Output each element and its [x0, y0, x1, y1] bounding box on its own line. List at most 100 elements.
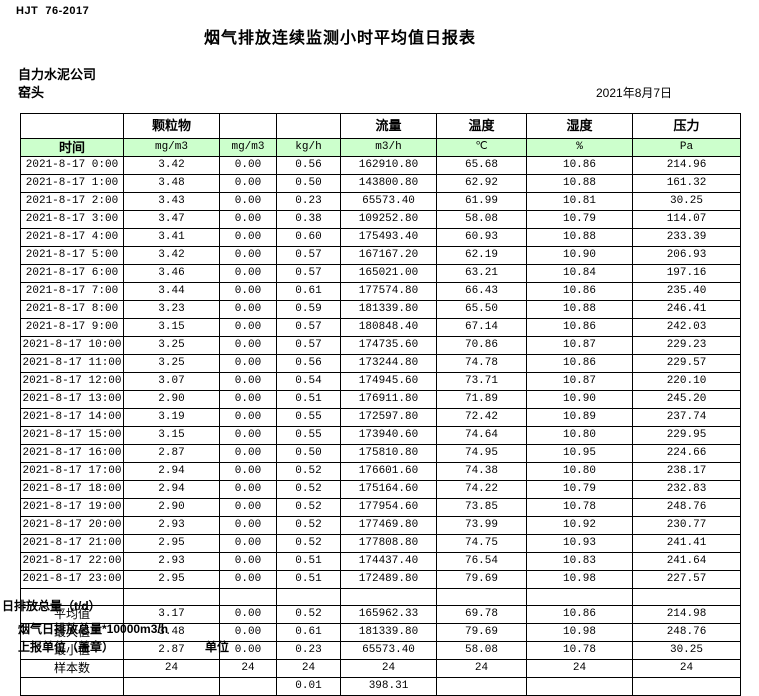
cell-value: 173244.80	[340, 354, 437, 373]
cell-value: 0.00	[219, 444, 277, 463]
header-unit-pm-concentration: mg/m3	[123, 138, 220, 157]
cell-empty	[219, 588, 277, 606]
cell-value: 161.32	[632, 174, 741, 193]
cell-value: 0.57	[276, 336, 341, 355]
cell-value: 58.08	[436, 210, 527, 229]
table-row: 2021-8-17 3:00 3.47 0.00 0.38 109252.80 58.08…	[20, 210, 741, 229]
cell-value: 162910.80	[340, 156, 437, 175]
cell-value: 232.83	[632, 480, 741, 499]
table-row: 2021-8-17 9:00 3.15 0.00 0.57 180848.40 67.14…	[20, 318, 741, 337]
cell-value: 0.51	[276, 552, 341, 571]
cell-timestamp: 2021-8-17 7:00	[20, 282, 124, 301]
cell-value: 0.52	[276, 480, 341, 499]
stack-name: 窑头	[18, 85, 45, 100]
table-row: 2021-8-17 22:00 2.93 0.00 0.51 174437.40 76.5…	[20, 552, 741, 571]
cell-value: 74.38	[436, 462, 527, 481]
cell-value: 0.57	[276, 318, 341, 337]
cell-timestamp: 2021-8-17 2:00	[20, 192, 124, 211]
cell-value: 10.93	[526, 534, 633, 553]
cell-value: 0.55	[276, 408, 341, 427]
cell-value: 0.00	[219, 300, 277, 319]
cell-value: 3.19	[123, 408, 220, 427]
cell-timestamp: 2021-8-17 4:00	[20, 228, 124, 247]
cell-value: 0.00	[219, 426, 277, 445]
cell-value: 10.89	[526, 408, 633, 427]
table-row: 2021-8-17 7:00 3.44 0.00 0.61 177574.80 66.43…	[20, 282, 741, 301]
cell-value: 174945.60	[340, 372, 437, 391]
cell-value: 2.95	[123, 534, 220, 553]
cell-value: 10.90	[526, 246, 633, 265]
cell-value: 10.80	[526, 462, 633, 481]
cell-value: 10.88	[526, 174, 633, 193]
cell-value: 214.96	[632, 156, 741, 175]
cell-value: 220.10	[632, 372, 741, 391]
cell-value: 79.69	[436, 570, 527, 589]
cell-value: 65573.40	[340, 192, 437, 211]
cell-timestamp: 2021-8-17 20:00	[20, 516, 124, 535]
daily-total-value: 398.31	[340, 677, 437, 696]
table-row: 2021-8-17 17:00 2.94 0.00 0.52 176601.60 74.3…	[20, 462, 741, 481]
cell-value: 242.03	[632, 318, 741, 337]
cell-empty	[123, 588, 220, 606]
cell-value: 0.00	[219, 264, 277, 283]
summary-row: 最小值 2.87 0.00 0.23 65573.40 58.08 10.78 30.25	[20, 641, 741, 660]
cell-value: 0.60	[276, 228, 341, 247]
cell-value: 10.86	[526, 282, 633, 301]
summary-value: 24	[123, 659, 220, 678]
summary-value: 0.52	[276, 605, 341, 624]
cell-value: 0.00	[219, 480, 277, 499]
cell-value: 62.92	[436, 174, 527, 193]
header-unit-pm-standard: mg/m3	[219, 138, 277, 157]
cell-timestamp: 2021-8-17 5:00	[20, 246, 124, 265]
cell-value: 10.86	[526, 156, 633, 175]
cell-empty	[632, 588, 741, 606]
summary-row: 最大值 3.48 0.00 0.61 181339.80 79.69 10.98 248.76	[20, 623, 741, 642]
cell-value: 0.00	[219, 534, 277, 553]
cell-value: 63.21	[436, 264, 527, 283]
cell-value: 0.00	[219, 462, 277, 481]
cell-value: 180848.40	[340, 318, 437, 337]
cell-value: 73.71	[436, 372, 527, 391]
daily-total-value	[436, 677, 527, 696]
table-row: 2021-8-17 19:00 2.90 0.00 0.52 177954.60 73.8…	[20, 498, 741, 517]
cell-value: 10.79	[526, 210, 633, 229]
cell-value: 165021.00	[340, 264, 437, 283]
cell-value: 10.84	[526, 264, 633, 283]
cell-value: 177469.80	[340, 516, 437, 535]
summary-value: 10.98	[526, 623, 633, 642]
table-body: 2021-8-17 0:00 3.42 0.00 0.56 162910.80 65.68…	[20, 156, 741, 696]
cell-value: 230.77	[632, 516, 741, 535]
cell-value: 3.46	[123, 264, 220, 283]
cell-value: 73.99	[436, 516, 527, 535]
cell-value: 174735.60	[340, 336, 437, 355]
cell-value: 0.00	[219, 390, 277, 409]
cell-value: 0.52	[276, 516, 341, 535]
cell-value: 10.83	[526, 552, 633, 571]
header-flow: 流量	[340, 113, 437, 139]
cell-value: 10.80	[526, 426, 633, 445]
cell-timestamp: 2021-8-17 17:00	[20, 462, 124, 481]
header-blank-3	[276, 113, 341, 139]
header-pressure: 压力	[632, 113, 741, 139]
daily-total-value	[219, 677, 277, 696]
summary-value: 65573.40	[340, 641, 437, 660]
cell-value: 66.43	[436, 282, 527, 301]
cell-value: 0.00	[219, 570, 277, 589]
cell-timestamp: 2021-8-17 3:00	[20, 210, 124, 229]
table-row: 2021-8-17 20:00 2.93 0.00 0.52 177469.80 73.9…	[20, 516, 741, 535]
cell-value: 0.00	[219, 516, 277, 535]
cell-value: 73.85	[436, 498, 527, 517]
cell-value: 246.41	[632, 300, 741, 319]
summary-value: 24	[632, 659, 741, 678]
table-row: 2021-8-17 16:00 2.87 0.00 0.50 175810.80 74.9…	[20, 444, 741, 463]
table-row: 2021-8-17 4:00 3.41 0.00 0.60 175493.40 60.93…	[20, 228, 741, 247]
cell-value: 0.52	[276, 534, 341, 553]
table-row: 2021-8-17 10:00 3.25 0.00 0.57 174735.60 70.8…	[20, 336, 741, 355]
cell-value: 3.15	[123, 426, 220, 445]
table-row: 2021-8-17 14:00 3.19 0.00 0.55 172597.80 72.4…	[20, 408, 741, 427]
cell-timestamp: 2021-8-17 6:00	[20, 264, 124, 283]
summary-value: 69.78	[436, 605, 527, 624]
table-row: 2021-8-17 13:00 2.90 0.00 0.51 176911.80 71.8…	[20, 390, 741, 409]
summary-value: 79.69	[436, 623, 527, 642]
cell-value: 74.75	[436, 534, 527, 553]
